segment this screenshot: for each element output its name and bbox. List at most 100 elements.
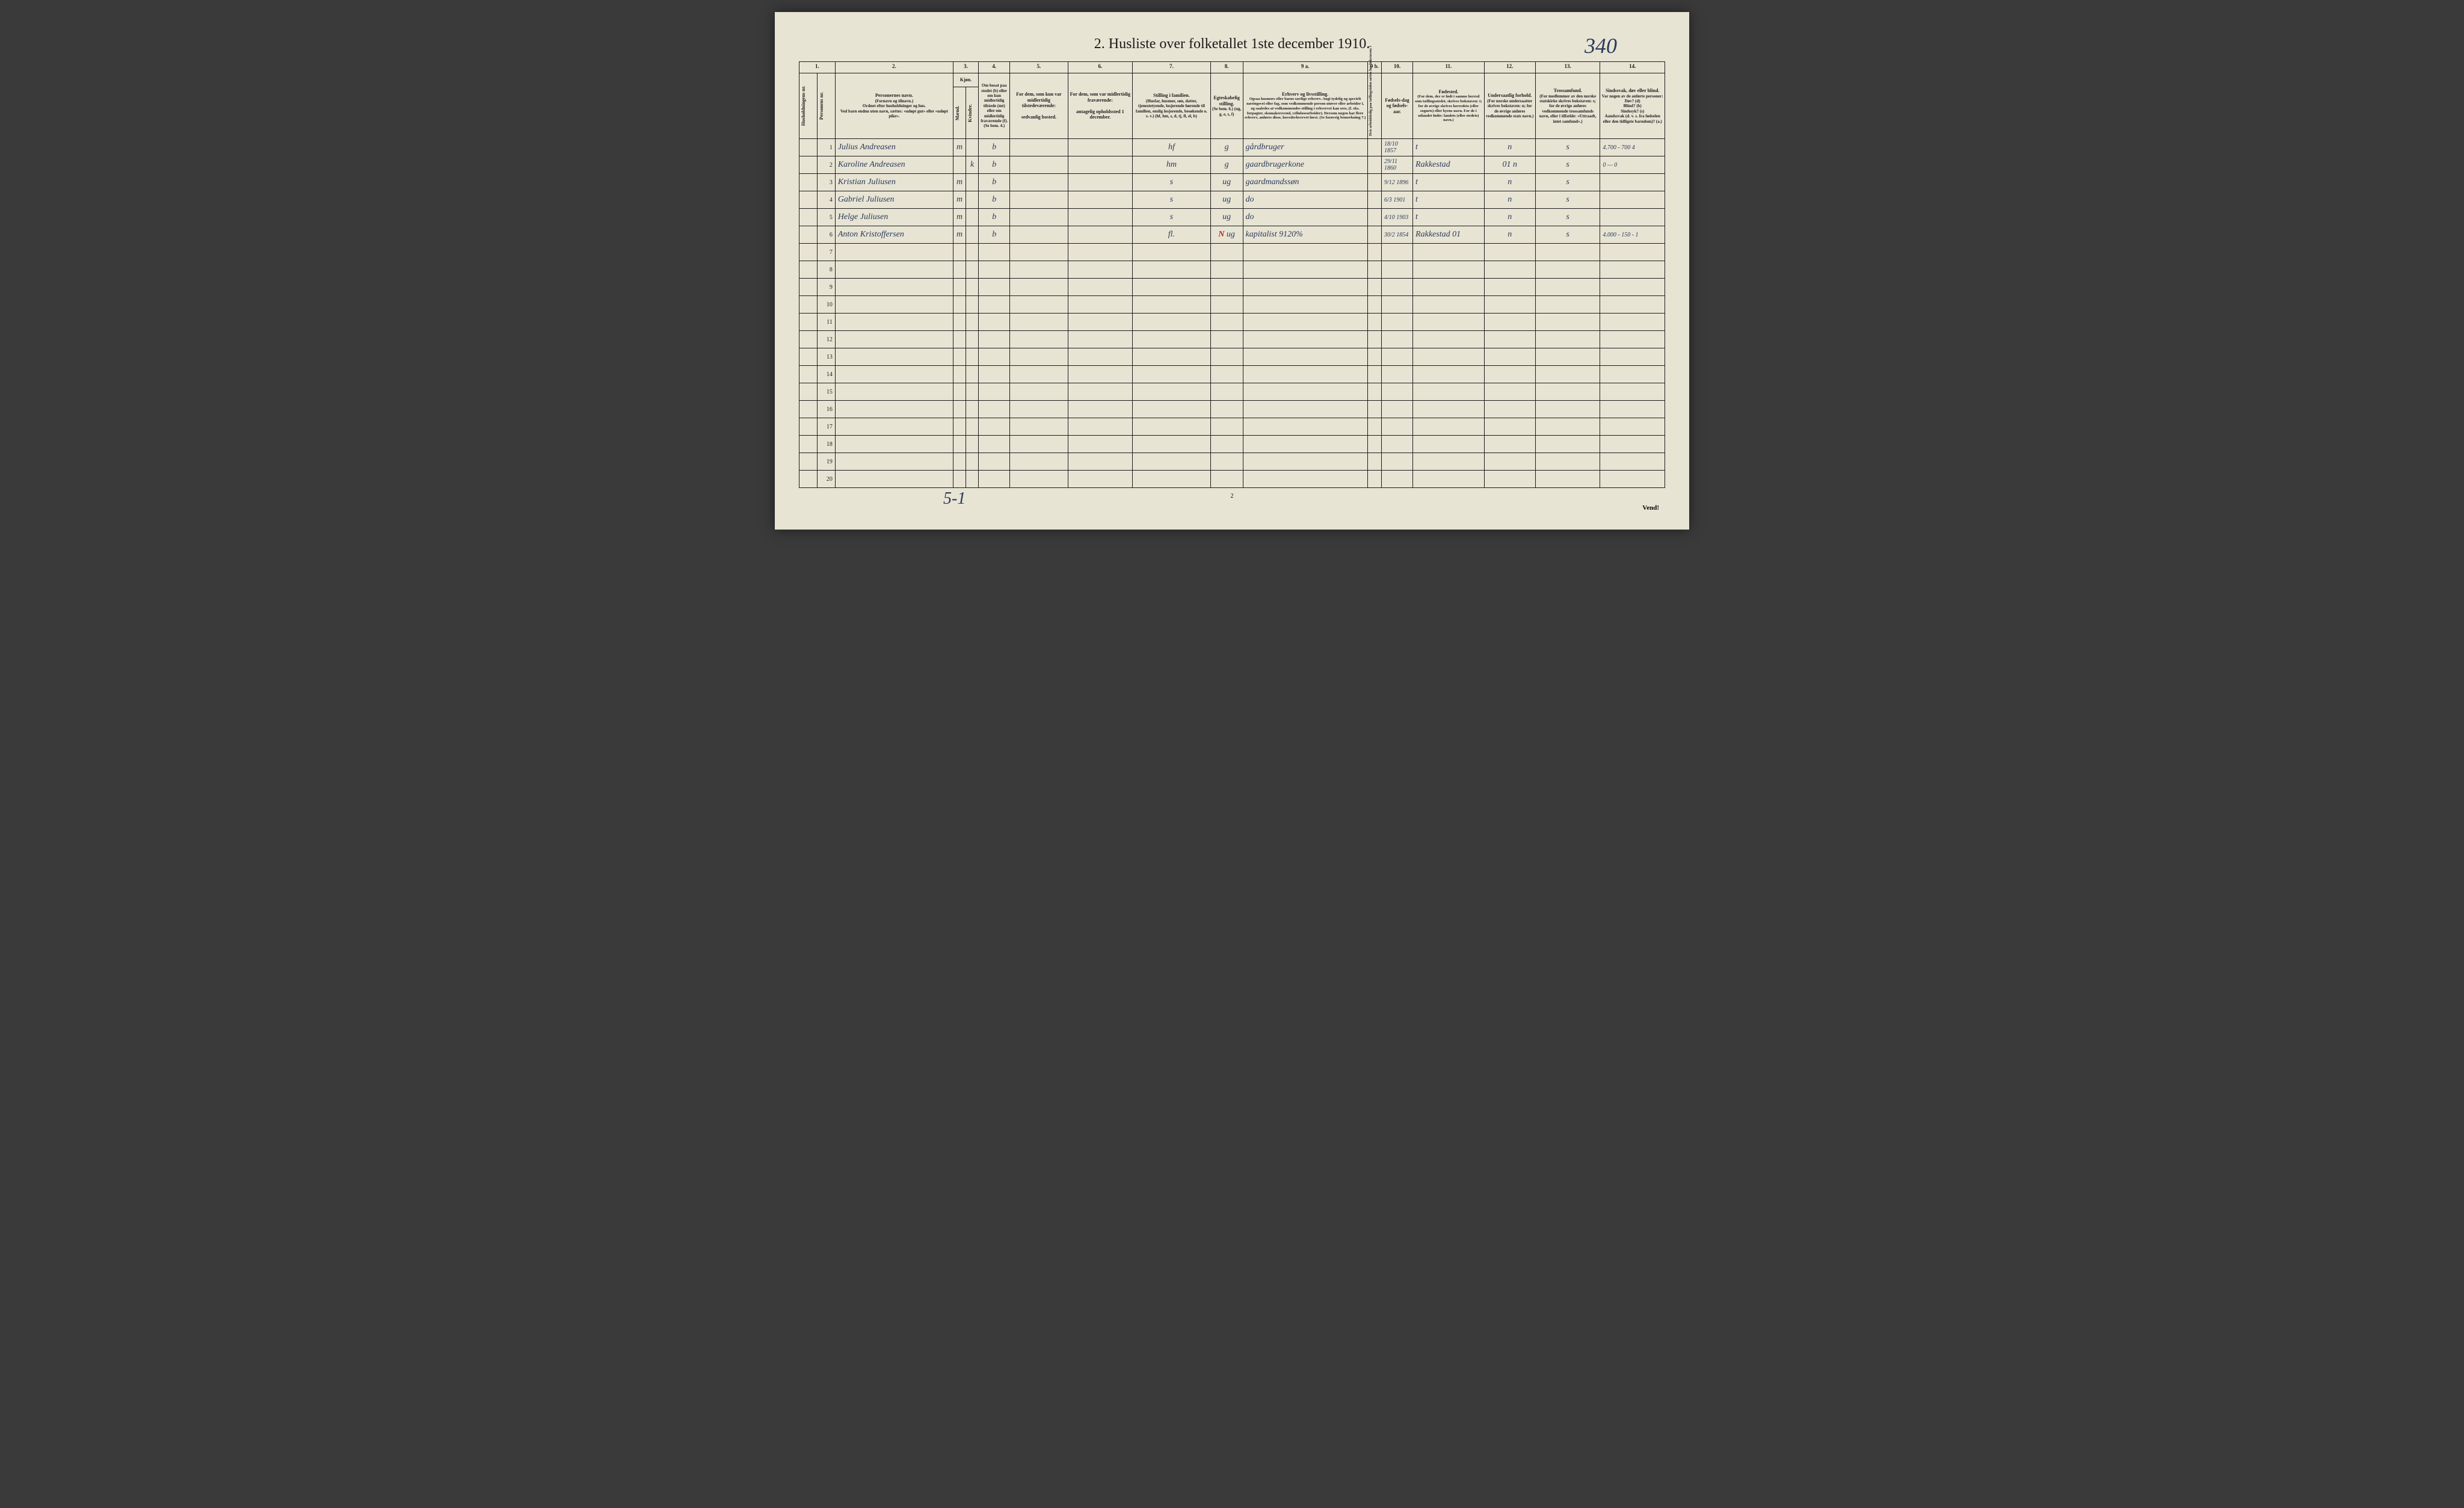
cell-stilling [1133, 401, 1211, 418]
header-maend: Mænd. [955, 95, 961, 131]
cell-name [835, 244, 953, 261]
cell-stilling [1133, 453, 1211, 471]
cell-tros: s [1535, 191, 1600, 209]
cell-household [799, 436, 818, 453]
cell-under [1484, 279, 1535, 296]
cell-egte [1210, 331, 1243, 348]
col-num-4: 4. [979, 62, 1010, 73]
cell-name [835, 261, 953, 279]
cell-frav [1068, 156, 1132, 174]
cell-egte: ug [1210, 191, 1243, 209]
table-row-empty: 17 [799, 418, 1665, 436]
cell-sinds: 4.700 - 700 4 [1600, 139, 1665, 156]
cell-stilling [1133, 261, 1211, 279]
cell-name: Gabriel Juliusen [835, 191, 953, 209]
cell-fodested [1413, 366, 1485, 383]
cell-erhverv [1243, 244, 1367, 261]
cell-frav [1068, 453, 1132, 471]
cell-frav [1068, 244, 1132, 261]
cell-sex-m [953, 331, 966, 348]
cell-erhverv [1243, 296, 1367, 314]
cell-egte: g [1210, 156, 1243, 174]
cell-household [799, 366, 818, 383]
cell-erhverv: do [1243, 191, 1367, 209]
cell-bosat [979, 436, 1010, 453]
cell-sex-m [953, 156, 966, 174]
cell-fodsel [1381, 279, 1412, 296]
cell-sinds [1600, 366, 1665, 383]
cell-fodested [1413, 383, 1485, 401]
cell-frav [1068, 296, 1132, 314]
cell-fodested [1413, 296, 1485, 314]
cell-fodested [1413, 244, 1485, 261]
cell-erhverv [1243, 261, 1367, 279]
cell-midl [1010, 453, 1068, 471]
cell-fodsel [1381, 471, 1412, 488]
cell-tros [1535, 383, 1600, 401]
cell-egte [1210, 418, 1243, 436]
cell-under [1484, 383, 1535, 401]
cell-selv [1367, 244, 1381, 261]
cell-fodsel [1381, 331, 1412, 348]
table-row-empty: 8 [799, 261, 1665, 279]
cell-person-num: 2 [817, 156, 835, 174]
cell-stilling: s [1133, 174, 1211, 191]
cell-egte: N ug [1210, 226, 1243, 244]
cell-fodsel [1381, 418, 1412, 436]
cell-sex-k [966, 261, 979, 279]
cell-bosat [979, 471, 1010, 488]
cell-tros: s [1535, 139, 1600, 156]
table-row-empty: 16 [799, 401, 1665, 418]
cell-stilling [1133, 331, 1211, 348]
cell-person-num: 15 [817, 383, 835, 401]
cell-fodested [1413, 261, 1485, 279]
cell-frav [1068, 471, 1132, 488]
cell-sex-m: m [953, 209, 966, 226]
cell-frav [1068, 383, 1132, 401]
cell-fodsel [1381, 436, 1412, 453]
header-fodsel: Fødsels-dag og fødsels-aar. [1381, 73, 1412, 139]
cell-under [1484, 314, 1535, 331]
header-trossamfund: Trossamfund. (For medlemmer av den norsk… [1535, 73, 1600, 139]
cell-household [799, 348, 818, 366]
header-person-nr: Personens nr. [819, 76, 825, 136]
cell-midl [1010, 191, 1068, 209]
cell-sinds [1600, 418, 1665, 436]
header-sindssvak: Sindssvak, døv eller blind. Var nogen av… [1600, 73, 1665, 139]
cell-household [799, 401, 818, 418]
col-num-5: 5. [1010, 62, 1068, 73]
cell-under [1484, 348, 1535, 366]
cell-under [1484, 436, 1535, 453]
cell-fodsel: 29/11 1860 [1381, 156, 1412, 174]
cell-egte [1210, 348, 1243, 366]
cell-under [1484, 261, 1535, 279]
cell-selv [1367, 331, 1381, 348]
cell-under [1484, 296, 1535, 314]
cell-household [799, 139, 818, 156]
cell-sex-k [966, 453, 979, 471]
cell-person-num: 1 [817, 139, 835, 156]
col-num-9a: 9 a. [1243, 62, 1367, 73]
column-number-row: 1. 2. 3. 4. 5. 6. 7. 8. 9 a. 9 b. 10. 11… [799, 62, 1665, 73]
cell-household [799, 191, 818, 209]
cell-tros [1535, 366, 1600, 383]
cell-person-num: 16 [817, 401, 835, 418]
cell-erhverv: gårdbruger [1243, 139, 1367, 156]
cell-midl [1010, 348, 1068, 366]
cell-sex-m [953, 453, 966, 471]
cell-midl [1010, 383, 1068, 401]
cell-sex-k [966, 226, 979, 244]
cell-erhverv [1243, 471, 1367, 488]
cell-sex-k [966, 436, 979, 453]
table-row: 2 Karoline Andreasen k b hm g gaardbruge… [799, 156, 1665, 174]
cell-bosat [979, 383, 1010, 401]
header-stilling: Stilling i familien. (Husfar, husmor, sø… [1133, 73, 1211, 139]
cell-fodested: t [1413, 209, 1485, 226]
cell-sinds [1600, 314, 1665, 331]
cell-midl [1010, 244, 1068, 261]
header-row: Husholdningens nr. Personens nr. Persone… [799, 73, 1665, 87]
cell-stilling [1133, 296, 1211, 314]
cell-person-num: 13 [817, 348, 835, 366]
col-num-2: 2. [835, 62, 953, 73]
cell-person-num: 14 [817, 366, 835, 383]
